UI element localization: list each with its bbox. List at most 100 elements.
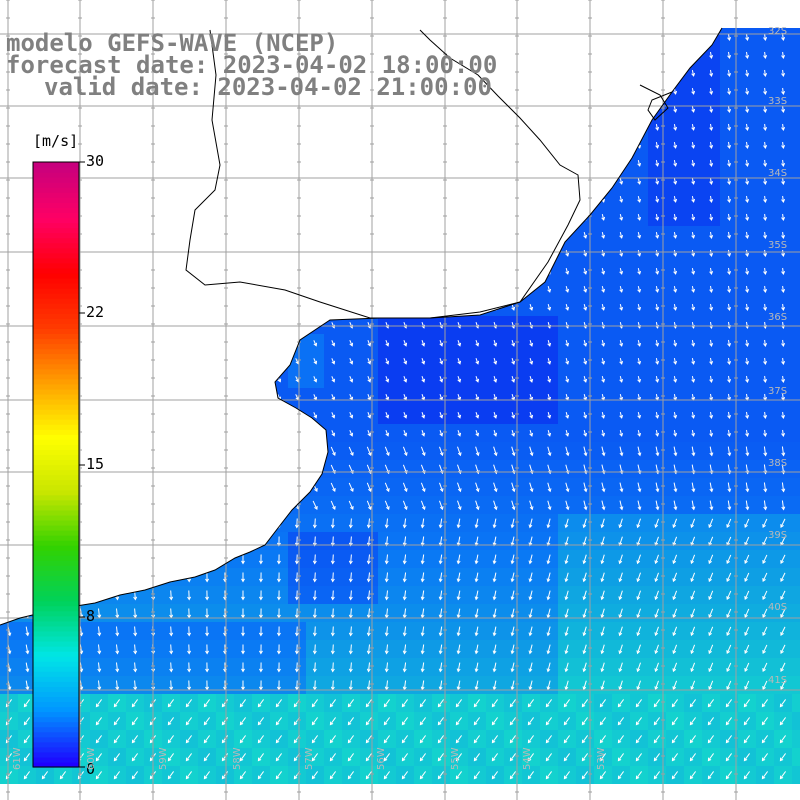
wind-arrow (653, 753, 661, 762)
wind-arrow (618, 554, 623, 565)
colorbar-band (33, 575, 79, 582)
wind-speed-cell (252, 424, 270, 442)
colorbar-band (33, 358, 79, 365)
wind-arrow (439, 286, 444, 293)
wind-arrow (96, 106, 102, 113)
wind-arrow (366, 446, 372, 457)
wind-arrow (60, 106, 66, 113)
wind-speed-cell (414, 136, 432, 154)
wind-speed-cell (252, 352, 270, 370)
wind-arrow (763, 249, 768, 257)
wind-speed-cell (288, 118, 306, 136)
wind-speed-cell (522, 136, 540, 154)
wind-speed-cell (234, 388, 252, 406)
wind-speed-cell (126, 478, 144, 496)
wind-arrow (186, 500, 192, 510)
wind-arrow (421, 34, 426, 41)
wind-arrow (511, 446, 516, 457)
wind-arrow (780, 518, 786, 528)
wind-speed-cell (558, 118, 576, 136)
wind-arrow (547, 500, 552, 511)
wind-arrow (547, 249, 552, 257)
wind-arrow (367, 142, 372, 149)
wind-speed-cell (396, 244, 414, 262)
wind-speed-cell (126, 568, 144, 586)
wind-arrow (511, 339, 516, 347)
wind-arrow (655, 375, 660, 383)
wind-arrow (745, 285, 750, 293)
wind-arrow (655, 231, 660, 239)
wind-arrow (419, 771, 427, 780)
wind-speed-cell (162, 370, 180, 388)
wind-speed-cell (450, 28, 468, 46)
wind-arrow (313, 358, 318, 365)
wind-arrow (673, 177, 678, 185)
wind-arrow (277, 232, 282, 239)
colorbar-band (33, 721, 79, 728)
wind-speed-cell (198, 316, 216, 334)
wind-arrow (510, 608, 515, 619)
wind-arrow (222, 482, 228, 492)
wind-speed-cell (108, 496, 126, 514)
wind-arrow (455, 699, 463, 708)
wind-speed-cell (432, 136, 450, 154)
wind-arrow (330, 590, 335, 601)
wind-arrow (619, 482, 624, 493)
wind-arrow (367, 124, 372, 131)
wind-arrow (709, 500, 714, 511)
wind-speed-cell (234, 334, 252, 352)
wind-arrow (654, 518, 659, 529)
wind-arrow (709, 123, 714, 131)
wind-arrow (709, 51, 714, 59)
wind-arrow (402, 500, 408, 511)
colorbar-unit: [m/s] (33, 132, 79, 150)
wind-speed-cell (432, 280, 450, 298)
wind-arrow (313, 142, 318, 149)
wind-speed-cell (432, 154, 450, 172)
wind-speed-cell (108, 478, 126, 496)
wind-arrow (239, 753, 247, 762)
wind-speed-cell (126, 154, 144, 172)
wind-arrow (709, 177, 714, 185)
wind-arrow (707, 771, 715, 780)
wind-speed-cell (198, 496, 216, 514)
wind-arrow (781, 429, 786, 437)
wind-arrow (187, 178, 192, 185)
wind-arrow (114, 430, 120, 437)
wind-arrow (205, 358, 210, 365)
colorbar-band (33, 494, 79, 501)
wind-arrow (564, 590, 569, 601)
wind-arrow (241, 286, 246, 293)
wind-arrow (547, 195, 552, 203)
wind-arrow (367, 214, 372, 221)
wind-arrow (187, 214, 192, 221)
wind-speed-cell (234, 532, 252, 550)
wind-arrow (673, 500, 678, 511)
wind-speed-cell (234, 460, 252, 478)
wind-arrow (672, 680, 678, 691)
wind-speed-cell (792, 118, 800, 136)
wind-arrow (439, 250, 444, 257)
wind-speed-cell (396, 280, 414, 298)
wind-arrow (637, 339, 642, 347)
wind-speed-cell (666, 46, 684, 64)
wind-arrow (187, 536, 192, 547)
wind-speed-cell (108, 586, 126, 604)
wind-arrow (565, 357, 570, 365)
wind-speed-cell (216, 298, 234, 316)
wind-speed-cell (612, 118, 630, 136)
wind-speed-cell (504, 280, 522, 298)
wind-arrow (240, 446, 246, 456)
wind-arrow (275, 717, 283, 726)
wind-speed-cell (234, 370, 252, 388)
wind-arrow (133, 250, 137, 257)
wind-arrow (312, 500, 318, 510)
wind-speed-cell (324, 280, 342, 298)
wind-arrow (24, 394, 30, 401)
wind-arrow (367, 250, 372, 257)
wind-arrow (781, 375, 786, 383)
colorbar-band (33, 398, 79, 405)
wind-speed-cell (306, 316, 324, 334)
wind-speed-cell (558, 100, 576, 118)
colorbar-band (33, 202, 79, 208)
